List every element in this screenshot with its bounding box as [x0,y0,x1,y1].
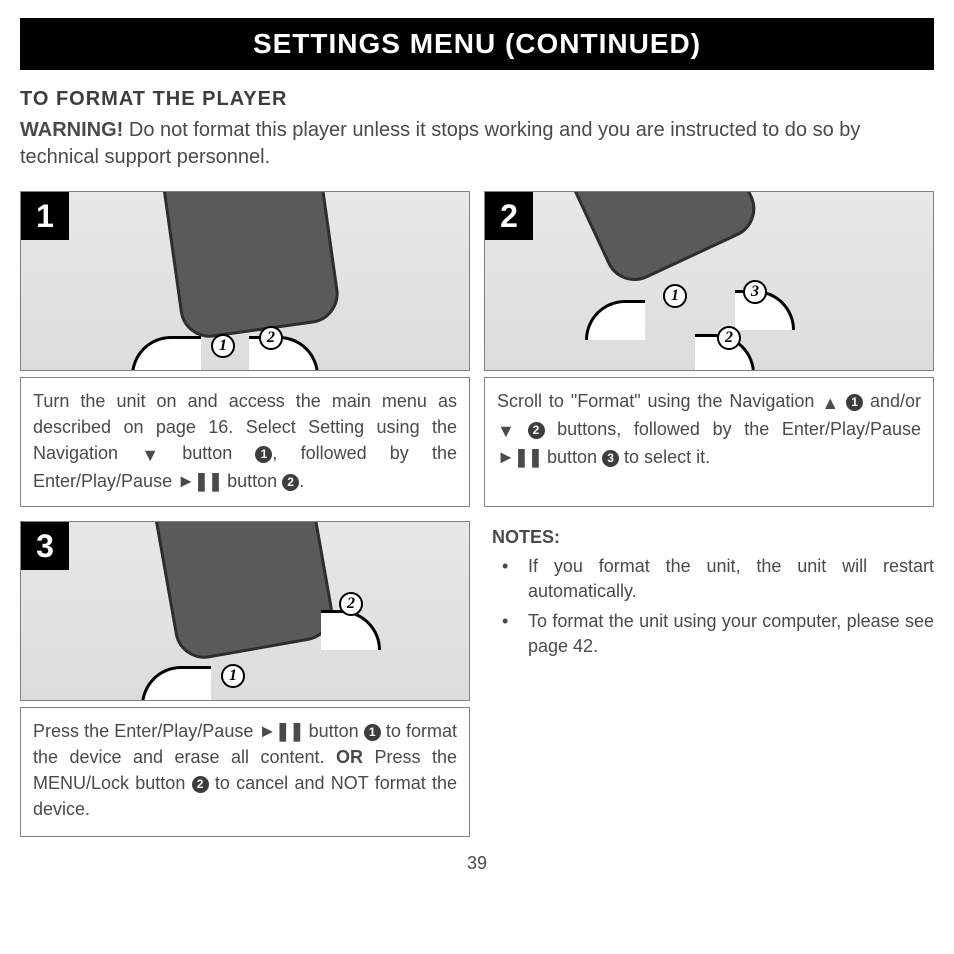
text: button [159,443,255,463]
notes-heading: NOTES: [492,525,934,550]
step-2-illustration: 2 1 3 2 [484,191,934,371]
text [839,391,846,411]
text: to select it. [619,447,710,467]
callout-1: 1 [211,334,235,358]
section-title: TO FORMAT THE PLAYER [20,88,934,111]
play-pause-icon: ►❚❚ [177,468,222,494]
page-header: SETTINGS MENU (CONTINUED) [20,18,934,70]
text: button [222,471,282,491]
ref-2-icon: 2 [192,776,209,793]
nav-down-icon: ▼ [141,442,159,468]
callout-1: 1 [221,664,245,688]
step-1-text: Turn the unit on and access the main men… [20,377,470,507]
step-3-illustration: 3 1 2 [20,521,470,701]
step-2-number: 2 [485,192,533,240]
callout-2: 2 [339,592,363,616]
notes-list: If you format the unit, the unit will re… [492,554,934,659]
play-pause-icon: ►❚❚ [258,718,303,744]
warning-paragraph: WARNING! Do not format this player unles… [20,117,934,171]
ref-2-icon: 2 [282,474,299,491]
ref-1-icon: 1 [846,394,863,411]
callout-2: 2 [259,326,283,350]
page-number: 39 [20,853,934,874]
warning-body: Do not format this player unless it stop… [20,119,860,168]
step-3-number: 3 [21,522,69,570]
text: button [303,721,363,741]
ref-1-icon: 1 [364,724,381,741]
step-1-number: 1 [21,192,69,240]
notes-section: NOTES: If you format the unit, the unit … [484,521,934,837]
ref-2-icon: 2 [528,422,545,439]
device-illustration [124,521,337,663]
callout-3: 3 [743,280,767,304]
ref-1-icon: 1 [255,446,272,463]
text: Press the Enter/Play/Pause [33,721,258,741]
ref-3-icon: 3 [602,450,619,467]
step-2-text: Scroll to "Format" using the Navigation … [484,377,934,507]
text: button [542,447,602,467]
callout-1: 1 [663,284,687,308]
note-item: To format the unit using your computer, … [492,609,934,659]
step-3: 3 1 2 Press the Enter/Play/Pause ►❚❚ but… [20,521,470,837]
play-pause-icon: ►❚❚ [497,444,542,470]
text: Scroll to "Format" using the Navigation [497,391,821,411]
or-text: OR [336,747,363,767]
arrow-icon [131,336,201,371]
text: . [299,471,304,491]
note-item: If you format the unit, the unit will re… [492,554,934,604]
callout-2: 2 [717,326,741,350]
warning-label: WARNING! [20,119,123,141]
text: and/or [863,391,921,411]
arrow-icon [321,610,381,650]
arrow-icon [585,300,645,340]
text: buttons, followed by the Enter/Play/Paus… [545,419,922,439]
nav-down-icon: ▼ [497,418,515,444]
step-1: 1 1 2 Turn the unit on and access the ma… [20,191,470,507]
device-illustration [140,191,343,342]
arrow-icon [141,666,211,701]
step-2: 2 1 3 2 Scroll to "Format" using the Nav… [484,191,934,507]
text [515,419,528,439]
nav-up-icon: ▲ [821,390,839,416]
step-1-illustration: 1 1 2 [20,191,470,371]
steps-grid: 1 1 2 Turn the unit on and access the ma… [20,191,934,837]
step-3-text: Press the Enter/Play/Pause ►❚❚ button 1 … [20,707,470,837]
